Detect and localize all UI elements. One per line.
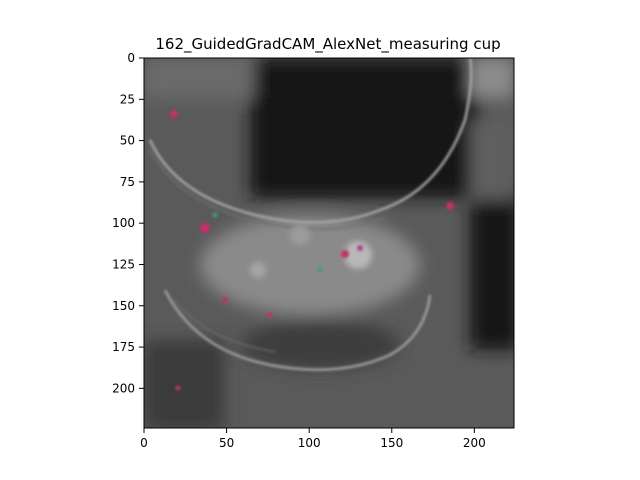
cup-rim-edge	[148, 58, 473, 224]
accent-dot	[357, 245, 363, 251]
highlight-blob	[344, 241, 372, 269]
saliency-image	[144, 58, 514, 428]
dark-region-right	[470, 190, 514, 350]
accent-dot	[317, 267, 323, 273]
y-axis: 0 25 50 75 100 125 150 175 200	[112, 51, 144, 395]
highlight-blob	[290, 225, 310, 245]
y-tick-label: 100	[112, 216, 135, 230]
x-tick-label: 0	[140, 436, 148, 450]
cup-rim-edge-inner	[149, 149, 386, 230]
dark-region-top	[250, 58, 480, 198]
y-tick-label: 200	[112, 381, 135, 395]
accent-dot	[212, 212, 218, 218]
accent-dot	[222, 297, 228, 303]
figure-title: 162_GuidedGradCAM_AlexNet_measuring cup	[155, 35, 500, 54]
cup-base-edge-inner	[174, 299, 276, 353]
y-tick-label: 0	[127, 51, 135, 65]
y-tick-label: 150	[112, 299, 135, 313]
x-tick-label: 150	[380, 436, 403, 450]
y-tick-label: 50	[120, 134, 135, 148]
image-frame	[143, 57, 515, 429]
light-strip-right	[470, 120, 514, 200]
accent-dot	[200, 223, 210, 233]
bright-corner-top-right	[470, 58, 514, 98]
y-tick-label: 25	[120, 92, 135, 106]
cup-base-edge	[163, 289, 432, 371]
accent-dot	[446, 202, 454, 210]
y-tick-label: 175	[112, 340, 135, 354]
accent-dot	[175, 385, 181, 391]
dark-cup-base	[240, 320, 400, 370]
x-tick-label: 100	[298, 436, 321, 450]
highlight-blob	[250, 262, 266, 278]
accent-dot	[267, 312, 273, 318]
y-tick-label: 75	[120, 175, 135, 189]
bright-band-top	[144, 58, 254, 98]
accent-dot	[170, 110, 178, 118]
x-axis: 0 50 100 150 200	[140, 428, 486, 450]
x-tick-label: 200	[463, 436, 486, 450]
dark-region-left-bottom	[144, 340, 224, 428]
y-tick-label: 125	[112, 257, 135, 271]
x-tick-label: 50	[219, 436, 234, 450]
accent-dot	[341, 250, 349, 258]
bright-cup-body	[200, 215, 420, 315]
